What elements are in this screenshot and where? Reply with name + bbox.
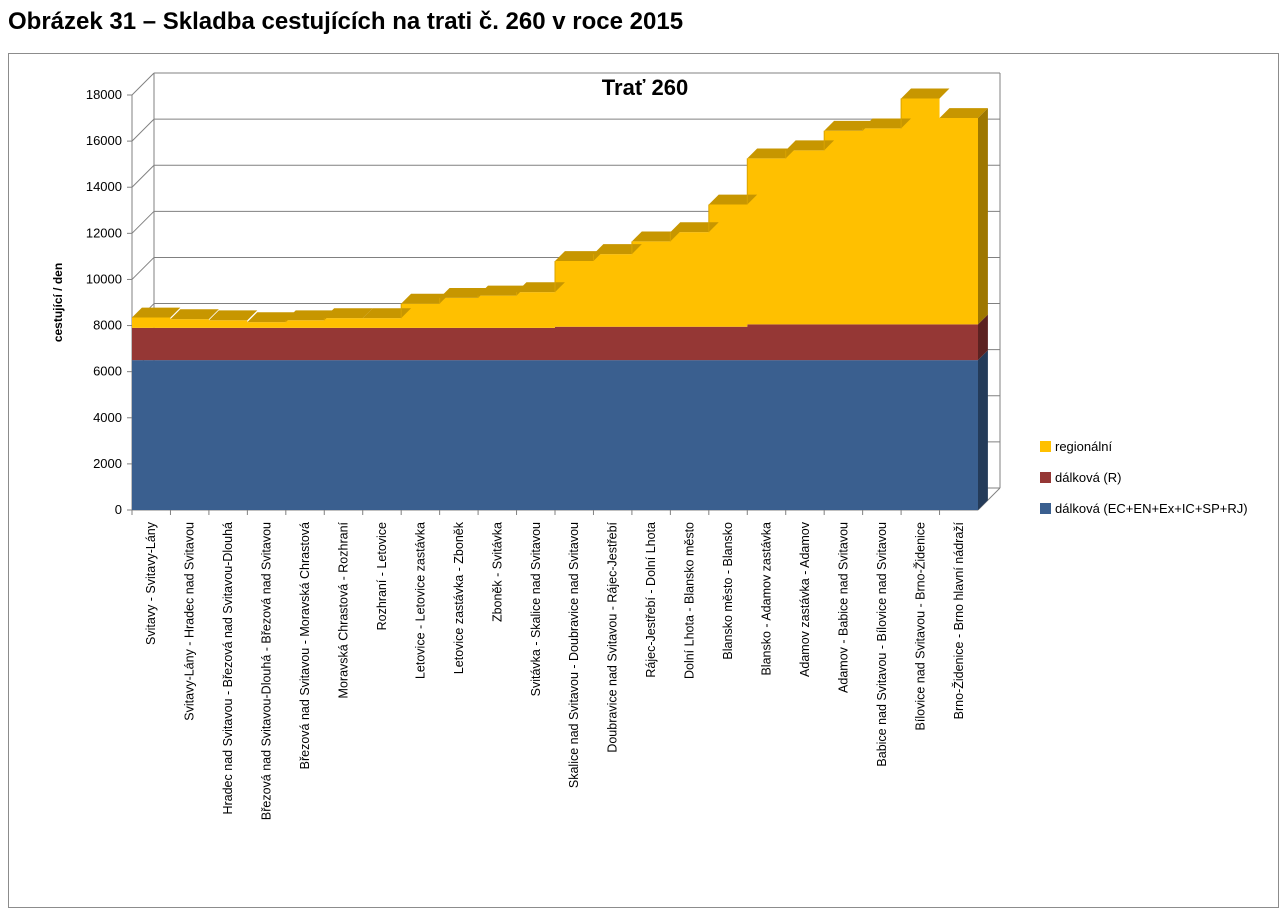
y-tick-label: 12000 bbox=[86, 225, 122, 240]
area-top-face bbox=[170, 309, 219, 320]
area-top-face bbox=[708, 194, 758, 205]
legend-label: dálková (R) bbox=[1055, 470, 1121, 485]
x-category-label: Březová nad Svitavou - Moravská Chrastov… bbox=[298, 522, 312, 769]
area-top-face bbox=[324, 308, 373, 319]
x-category-label: Adamov zastávka - Adamov bbox=[798, 521, 812, 677]
area-top-face bbox=[785, 140, 835, 151]
area-top-face bbox=[631, 231, 681, 242]
series-area-0 bbox=[132, 360, 978, 510]
series-area-1 bbox=[132, 324, 978, 361]
floor-right-edge bbox=[977, 487, 1001, 511]
x-category-label: Babice nad Svitavou - Bílovice nad Svita… bbox=[875, 522, 889, 767]
y-tick-label: 10000 bbox=[86, 271, 122, 286]
grid-diagonal bbox=[131, 257, 155, 280]
x-category-label: Svitávka - Skalice nad Svitavou bbox=[529, 522, 543, 696]
area-top-face bbox=[939, 108, 988, 119]
x-category-label: Rozhraní - Letovice bbox=[375, 522, 389, 630]
series-side-face-0 bbox=[978, 350, 988, 510]
series-side-face-2 bbox=[978, 108, 988, 325]
area-top-face bbox=[747, 148, 796, 159]
grid-diagonal bbox=[131, 164, 155, 188]
grid-diagonal bbox=[131, 210, 155, 234]
x-category-label: Skalice nad Svitavou - Doubravice nad Sv… bbox=[567, 522, 581, 788]
x-category-label: Rájec-Jestřebí - Dolní Lhota bbox=[644, 522, 658, 678]
y-tick-label: 18000 bbox=[86, 87, 122, 102]
area-top-face bbox=[247, 312, 296, 323]
area-top-face bbox=[670, 222, 719, 233]
legend-swatch bbox=[1040, 441, 1051, 452]
x-category-label: Dolní Lhota - Blansko město bbox=[683, 522, 697, 679]
y-tick-label: 16000 bbox=[86, 133, 122, 148]
y-axis-title: cestující / den bbox=[51, 263, 65, 342]
legend-label: regionální bbox=[1055, 439, 1112, 454]
area-top-face bbox=[901, 88, 950, 99]
area-top-face bbox=[593, 244, 642, 255]
area-top-face bbox=[208, 310, 258, 321]
area-top-face bbox=[862, 118, 911, 129]
y-tick-label: 4000 bbox=[93, 410, 122, 425]
x-category-label: Blansko město - Blansko bbox=[721, 522, 735, 660]
grid-diagonal bbox=[131, 72, 155, 96]
y-tick-label: 6000 bbox=[93, 364, 122, 379]
x-category-label: Letovice - Letovice zastávka bbox=[413, 522, 427, 679]
y-tick-label: 0 bbox=[115, 502, 122, 517]
area-top-face bbox=[516, 282, 565, 293]
figure-heading: Obrázek 31 – Skladba cestujících na trat… bbox=[8, 8, 684, 35]
area-top-face bbox=[285, 310, 335, 321]
y-tick-label: 2000 bbox=[93, 456, 122, 471]
x-category-label: Brno-Židenice - Brno hlavní nádraží bbox=[951, 521, 966, 719]
area-top-face bbox=[824, 120, 873, 131]
x-category-label: Zboněk - Svitávka bbox=[490, 522, 504, 622]
area-top-face bbox=[555, 251, 604, 261]
x-category-label: Doubravice nad Svitavou - Rájec-Jestřebí bbox=[606, 521, 620, 752]
x-category-label: Letovice zastávka - Zboněk bbox=[452, 521, 466, 674]
area-top-face bbox=[362, 308, 412, 319]
series-side-face-1 bbox=[978, 314, 988, 361]
legend-label: dálková (EC+EN+Ex+IC+SP+RJ) bbox=[1055, 501, 1248, 516]
area-top-face bbox=[439, 287, 488, 298]
series-area-2 bbox=[132, 98, 978, 328]
legend-swatch bbox=[1040, 503, 1051, 514]
grid-diagonal bbox=[131, 118, 155, 142]
y-tick-label: 8000 bbox=[93, 318, 122, 333]
legend-swatch bbox=[1040, 472, 1051, 483]
x-category-label: Adamov - Babice nad Svitavou bbox=[836, 522, 850, 693]
x-category-label: Svitavy-Lány - Hradec nad Svitavou bbox=[183, 522, 197, 721]
x-category-label: Březová nad Svitavou-Dlouhá - Březová na… bbox=[260, 522, 274, 820]
x-category-label: Bílovice nad Svitavou - Brno-Židenice bbox=[912, 522, 927, 730]
chart-title: Trať 260 bbox=[602, 75, 688, 100]
x-category-label: Blansko - Adamov zastávka bbox=[760, 522, 774, 676]
y-tick-label: 14000 bbox=[86, 179, 122, 194]
area-top-face bbox=[132, 307, 181, 318]
x-category-label: Moravská Chrastová - Rozhraní bbox=[337, 521, 351, 698]
x-category-label: Svitavy - Svitavy-Lány bbox=[144, 521, 158, 645]
area-top-face bbox=[478, 285, 527, 296]
x-category-label: Hradec nad Svitavou - Březová nad Svitav… bbox=[221, 522, 235, 815]
area-top-face bbox=[401, 293, 450, 304]
